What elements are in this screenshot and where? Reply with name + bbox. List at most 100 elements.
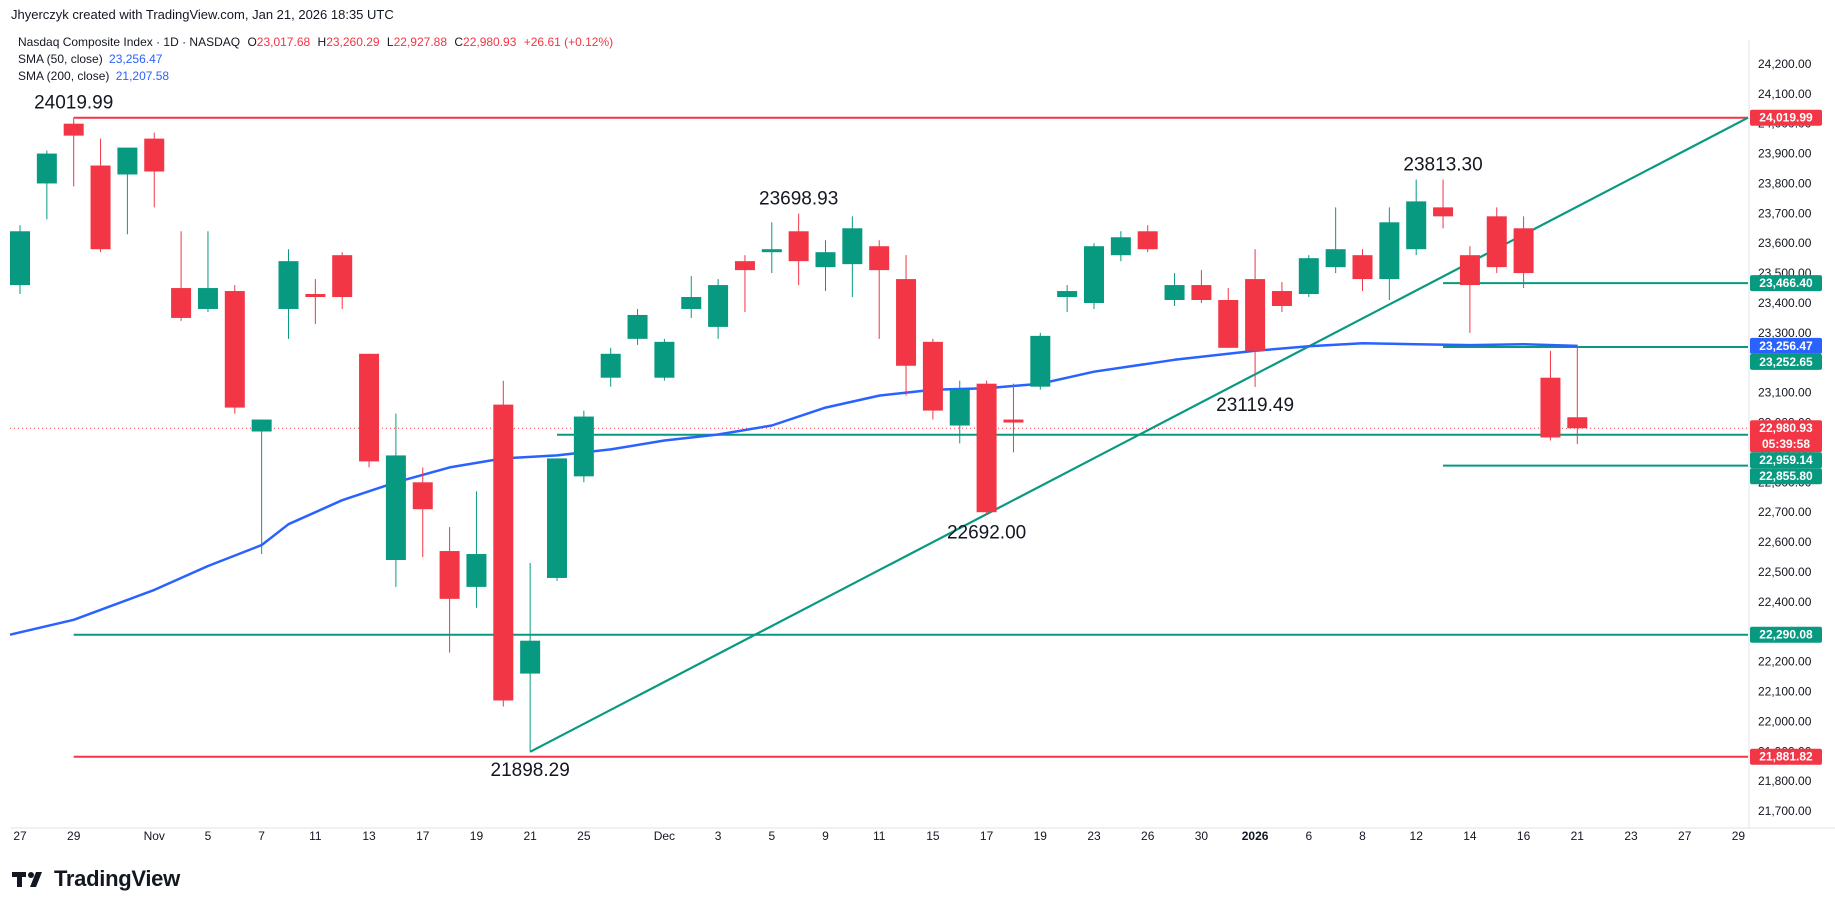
- candle-body-up: [466, 554, 487, 587]
- candle-body-up: [627, 314, 648, 339]
- candle[interactable]: [600, 347, 621, 387]
- candle[interactable]: [788, 213, 809, 286]
- price-tag-value: 23,252.65: [1759, 355, 1813, 369]
- time-tick-label: 9: [822, 829, 829, 843]
- candle[interactable]: [1379, 207, 1400, 301]
- candle-body-down: [976, 383, 997, 513]
- time-tick-label: 17: [416, 829, 430, 843]
- candle[interactable]: [734, 255, 755, 312]
- candle[interactable]: [36, 150, 57, 220]
- candle-body-down: [144, 138, 165, 172]
- horizontal-lines-layer: [10, 116, 1748, 758]
- candle[interactable]: [466, 491, 487, 608]
- candle[interactable]: [1406, 179, 1427, 256]
- candle[interactable]: [1433, 179, 1454, 229]
- candle[interactable]: [896, 255, 917, 396]
- time-tick-label: 26: [1141, 829, 1155, 843]
- price-annotation[interactable]: 22692.00: [947, 523, 1026, 544]
- candle[interactable]: [654, 338, 675, 381]
- candle[interactable]: [681, 276, 702, 318]
- sma50-line[interactable]: [9, 342, 1578, 636]
- bar-countdown: 05:39:58: [1762, 437, 1810, 451]
- price-tag: 22,959.14: [1750, 452, 1822, 469]
- candle-body-down: [63, 123, 84, 136]
- candle[interactable]: [547, 458, 567, 581]
- candle[interactable]: [1084, 243, 1104, 309]
- candle[interactable]: [439, 527, 460, 653]
- candle-body-up: [1379, 222, 1400, 280]
- candle-body-up: [949, 389, 970, 426]
- candle[interactable]: [842, 216, 863, 298]
- candle[interactable]: [1459, 246, 1480, 333]
- chart-legend: Nasdaq Composite Index · 1D · NASDAQ O23…: [18, 34, 613, 85]
- price-annotation[interactable]: 24019.99: [34, 93, 113, 114]
- time-axis[interactable]: 27 29 Nov 5 7 11 13 17 19 21 25 Dec 3 5 9 11 15 17 19 23 26 3…: [13, 829, 1745, 843]
- candle[interactable]: [869, 240, 890, 339]
- candle[interactable]: [976, 380, 997, 515]
- candle-body-up: [600, 353, 621, 378]
- candle[interactable]: [1245, 249, 1266, 387]
- candle[interactable]: [1164, 273, 1185, 306]
- candle[interactable]: [171, 231, 192, 321]
- sma50-row[interactable]: SMA (50, close) 23,256.47: [18, 51, 613, 68]
- candle[interactable]: [144, 132, 165, 208]
- candle[interactable]: [949, 380, 970, 444]
- candle[interactable]: [1298, 255, 1319, 298]
- candle-body-down: [1433, 207, 1454, 217]
- price-annotation[interactable]: 21898.29: [491, 760, 570, 781]
- candle[interactable]: [224, 285, 245, 414]
- candle[interactable]: [1325, 207, 1346, 274]
- candle[interactable]: [1057, 285, 1078, 312]
- candle[interactable]: [922, 338, 943, 420]
- candle[interactable]: [63, 117, 84, 187]
- price-tag-bg: [1750, 337, 1822, 354]
- price-tick-label: 22,200.00: [1758, 655, 1812, 669]
- price-annotation[interactable]: 23698.93: [759, 189, 838, 210]
- candle[interactable]: [815, 240, 836, 292]
- candle[interactable]: [627, 308, 648, 345]
- candle[interactable]: [90, 138, 111, 253]
- ohlc-row: Nasdaq Composite Index · 1D · NASDAQ O23…: [18, 34, 613, 51]
- price-annotation[interactable]: 23119.49: [1216, 395, 1294, 416]
- time-tick-label: 13: [362, 829, 376, 843]
- trend-line[interactable]: [529, 116, 1749, 753]
- candle[interactable]: [493, 380, 514, 707]
- candle[interactable]: [1513, 216, 1534, 289]
- time-tick-label: 29: [67, 829, 81, 843]
- candle[interactable]: [761, 222, 782, 274]
- candle[interactable]: [1218, 288, 1239, 348]
- candle[interactable]: [117, 147, 138, 235]
- candle[interactable]: [573, 410, 594, 483]
- price-annotation[interactable]: 23813.30: [1403, 154, 1482, 175]
- candle[interactable]: [359, 353, 380, 468]
- high-key: H: [317, 35, 327, 49]
- candle[interactable]: [332, 252, 353, 309]
- price-tick-label: 23,300.00: [1758, 326, 1812, 340]
- candle[interactable]: [1137, 225, 1158, 253]
- candle[interactable]: [1540, 350, 1561, 441]
- candle[interactable]: [385, 413, 406, 587]
- price-tag-value: 24,019.99: [1759, 111, 1813, 125]
- candle[interactable]: [708, 279, 729, 339]
- candle[interactable]: [1486, 207, 1507, 274]
- candle[interactable]: [1191, 270, 1212, 303]
- tradingview-brand[interactable]: TradingView: [12, 866, 180, 892]
- symbol-label[interactable]: Nasdaq Composite Index · 1D · NASDAQ: [18, 35, 241, 49]
- candle[interactable]: [305, 279, 326, 324]
- candle[interactable]: [412, 467, 433, 558]
- candle[interactable]: [10, 225, 30, 295]
- candle[interactable]: [1030, 332, 1051, 390]
- candle[interactable]: [1352, 249, 1373, 292]
- sma50-label: SMA (50, close): [18, 52, 103, 66]
- candle[interactable]: [197, 231, 218, 312]
- candle[interactable]: [1271, 282, 1292, 312]
- sma200-row[interactable]: SMA (200, close) 21,207.58: [18, 68, 613, 85]
- candle-body-up: [708, 285, 729, 327]
- candle[interactable]: [1567, 344, 1588, 445]
- candle[interactable]: [520, 563, 541, 752]
- candle[interactable]: [251, 419, 272, 555]
- candle[interactable]: [1003, 383, 1024, 453]
- candle[interactable]: [1110, 231, 1131, 262]
- candle[interactable]: [278, 249, 299, 339]
